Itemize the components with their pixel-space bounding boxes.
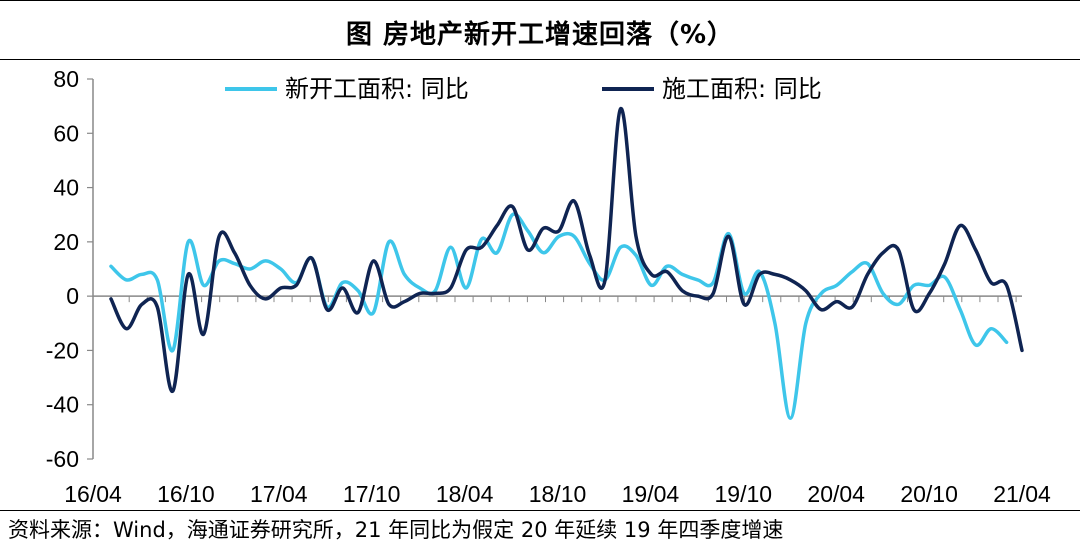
series-construction-area-line [111, 109, 1022, 392]
y-tick-label: 0 [66, 283, 79, 309]
x-tick-label: 19/04 [622, 481, 680, 507]
x-tick-label: 17/04 [250, 481, 308, 507]
x-tick-label: 17/10 [343, 481, 401, 507]
y-tick-label: 20 [53, 229, 79, 255]
legend-label: 施工面积: 同比 [662, 75, 822, 103]
series-lines [111, 109, 1022, 419]
line-chart: -60 -40 -20 0 20 40 60 80 16/04 16/10 17/04 17/10 18… [0, 0, 1080, 510]
x-tick-label: 19/10 [715, 481, 773, 507]
x-tick-label: 16/04 [64, 481, 122, 507]
x-tick-label: 16/10 [157, 481, 215, 507]
y-tick-label: -40 [46, 392, 79, 418]
x-tick-label: 20/10 [900, 481, 958, 507]
y-tick-label: 60 [53, 120, 79, 146]
bottom-border [0, 510, 1080, 511]
series-new-start-area-line [111, 214, 1007, 418]
x-tick-label: 18/10 [529, 481, 587, 507]
y-tick-label: 80 [53, 66, 79, 92]
x-tick-label: 18/04 [436, 481, 494, 507]
axes: -60 -40 -20 0 20 40 60 80 16/04 16/10 17/04 17/10 18… [46, 66, 1051, 507]
source-note: 资料来源：Wind，海通证券研究所，21 年同比为假定 20 年延续 19 年四… [8, 514, 783, 544]
y-tick-label: -60 [46, 446, 79, 472]
y-tick-label: -20 [46, 337, 79, 363]
x-tick-label: 21/04 [993, 481, 1051, 507]
y-tick-label: 40 [53, 175, 79, 201]
x-tick-label: 20/04 [807, 481, 865, 507]
legend: 新开工面积: 同比 施工面积: 同比 [225, 75, 822, 103]
legend-label: 新开工面积: 同比 [285, 75, 469, 103]
